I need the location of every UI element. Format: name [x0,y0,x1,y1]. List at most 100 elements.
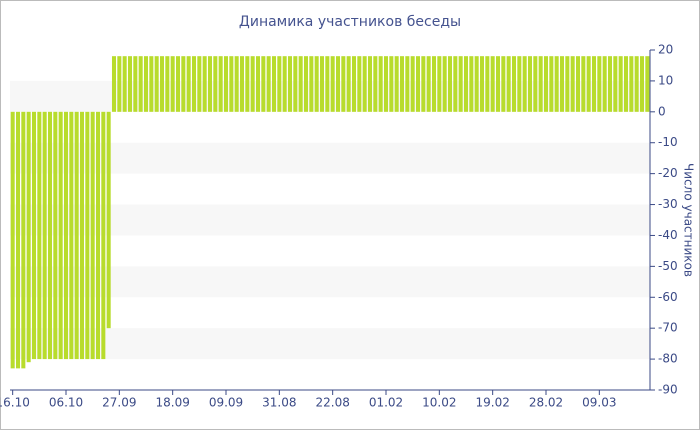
x-tick-label: 09.03 [582,396,616,410]
bar [175,56,181,112]
bar [319,56,325,112]
bar [149,56,154,112]
bar [431,56,437,112]
bar [202,56,207,112]
x-tick-label: 19.02 [475,396,509,410]
bar [629,56,634,112]
bar [47,111,53,360]
bar [138,56,143,112]
bar [415,56,421,112]
bar [570,56,575,112]
x-tick-label: 31.08 [262,396,296,410]
x-tick-label: 10.02 [422,396,456,410]
bar [245,56,250,112]
bar [218,56,223,112]
bar [533,56,538,112]
background-band [10,80,650,112]
bar [591,56,597,112]
bar [517,56,522,112]
bar [95,111,101,360]
bar [597,56,602,112]
y-tick-label: -10 [658,135,678,149]
bar [197,56,202,112]
bar [293,56,298,112]
y-tick-label: -50 [658,259,678,273]
y-tick-label: -30 [658,197,678,211]
y-tick-label: -80 [658,352,678,366]
bar [159,56,165,112]
bar [31,111,37,360]
bar [111,56,117,112]
bar [170,56,175,112]
bar [63,111,69,360]
bar [117,56,122,112]
bar [21,111,26,369]
bar [15,111,21,369]
bar [383,56,389,112]
bar [613,56,618,112]
y-axis-label: Число участников [682,163,696,277]
bar [250,56,255,112]
bar [69,111,74,360]
bar [554,56,559,112]
x-tick-label: 18.09 [155,396,189,410]
bar [74,111,79,360]
bar [213,56,218,112]
bar [549,56,554,112]
y-tick-label: -60 [658,290,678,304]
bar [559,56,565,112]
bar [501,56,506,112]
x-tick-label: 22.08 [315,396,349,410]
bar [623,56,629,112]
bar [474,56,479,112]
x-tick-label: 09.09 [209,396,243,410]
bar [298,56,303,112]
bar [527,56,533,112]
bar [79,111,85,360]
bar [143,56,149,112]
bar [101,111,106,360]
bar [442,56,447,112]
bar [207,56,213,112]
bar [58,111,63,360]
bar [127,56,133,112]
bar [458,56,463,112]
bar [581,56,586,112]
bar [437,56,442,112]
bar [378,56,383,112]
bar [495,56,501,112]
bar [394,56,399,112]
bar [373,56,378,112]
bar [335,56,341,112]
bar [639,56,645,112]
bar [538,56,543,112]
bar [426,56,431,112]
bar [42,111,47,360]
bar [287,56,293,112]
bar [106,111,111,329]
y-tick-label: 0 [658,104,666,118]
bar [154,56,159,112]
bar [26,111,31,363]
bar [575,56,581,112]
bar [399,56,405,112]
bar [37,111,42,360]
background-band [10,204,650,236]
bar [271,56,277,112]
bar [543,56,549,112]
bar [90,111,95,360]
bar [479,56,485,112]
bar [191,56,197,112]
bar [181,56,186,112]
bar [634,56,639,112]
bar [362,56,367,112]
bar [234,56,239,112]
x-tick-label: 06.10 [49,396,83,410]
bar [165,56,170,112]
bar [266,56,271,112]
bar [330,56,335,112]
bar [522,56,527,112]
bar [325,56,330,112]
bar [490,56,495,112]
